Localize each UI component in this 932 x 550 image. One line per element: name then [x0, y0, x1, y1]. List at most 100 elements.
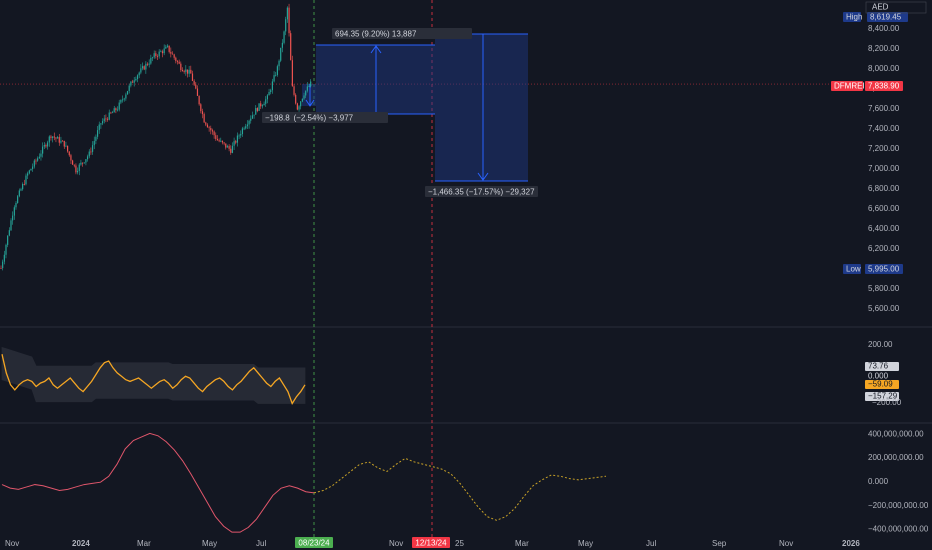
candle-body: [76, 170, 79, 173]
candle-body: [248, 120, 250, 125]
candle-body: [12, 215, 14, 221]
candle-body: [30, 168, 32, 171]
candle-body: [35, 160, 37, 162]
high-label: High: [846, 13, 862, 22]
candle-body: [146, 63, 149, 65]
candle-body: [103, 118, 105, 122]
candle-body: [300, 101, 302, 107]
candle-body: [108, 112, 110, 120]
time-axis-label: 2024: [72, 539, 90, 548]
candle-body: [116, 109, 119, 111]
candle-body: [213, 131, 215, 136]
candle-body: [3, 254, 5, 262]
candle-body: [181, 69, 184, 72]
candle-body: [120, 100, 122, 103]
candle-body: [55, 137, 57, 139]
candle-body: [20, 189, 22, 191]
candle-body: [270, 90, 272, 93]
time-axis-label: May: [578, 539, 593, 548]
candle-body: [136, 75, 139, 79]
candle-body: [240, 133, 242, 136]
candle-body: [290, 33, 292, 61]
date-tag-green-bg: [295, 537, 333, 548]
candle-body: [130, 81, 132, 86]
candle-body: [27, 173, 29, 176]
candle-body: [271, 81, 273, 91]
candle-body: [106, 118, 109, 120]
candle-body: [18, 190, 20, 197]
osc-axis-tag-bg: [865, 380, 899, 389]
candle-body: [278, 60, 280, 67]
candle-body: [57, 137, 59, 139]
candle-body: [188, 69, 190, 74]
measure-label-1: 694.35 (9.20%) 13,887: [335, 30, 417, 39]
candle-body: [158, 51, 160, 57]
price-axis-label: 7,000.00: [868, 164, 900, 173]
candle-body: [145, 63, 147, 70]
currency-label-bg: [869, 3, 925, 12]
candle-body: [100, 123, 102, 125]
candle-body: [121, 99, 124, 101]
symbol-tag: DFMREI: [834, 82, 865, 91]
candle-body: [95, 136, 97, 141]
candle-body: [98, 124, 100, 131]
candle-body: [301, 98, 303, 102]
candle-body: [111, 112, 114, 114]
measure-label-1-bg: [332, 28, 472, 39]
candle-body: [88, 151, 90, 157]
measure-label-2: −198.8 (−2.54%) −3,977: [265, 114, 354, 123]
time-axis-label: May: [202, 539, 217, 548]
candle-body: [133, 80, 135, 83]
time-axis-label: Nov: [5, 539, 19, 548]
candle-body: [110, 112, 112, 114]
candle-body: [48, 136, 50, 143]
candle-body: [50, 136, 52, 138]
candle-body: [47, 142, 49, 147]
low-label-bg: [843, 264, 861, 274]
candle-body: [67, 145, 69, 152]
candle-body: [295, 94, 297, 104]
price-axis-label: 6,400.00: [868, 224, 900, 233]
candle-body: [208, 127, 210, 129]
candle-body: [156, 55, 159, 57]
candle-body: [161, 51, 164, 54]
candle-body: [178, 61, 180, 64]
time-axis-label: Jul: [646, 539, 656, 548]
price-axis-label: 8,200.00: [868, 44, 900, 53]
time-axis-label: 2026: [842, 539, 860, 548]
last-price-tag-bg: [865, 81, 903, 91]
date-tag-red: 12/13/24: [415, 539, 447, 548]
candle-body: [40, 153, 42, 157]
candle-body: [10, 220, 12, 231]
candle-body: [228, 146, 230, 149]
candle-body: [60, 140, 62, 143]
osc-axis-tag: −59.09: [868, 380, 893, 389]
candle-body: [93, 140, 95, 146]
candle-body: [266, 95, 268, 100]
candle-body: [52, 136, 54, 138]
candle-body: [241, 128, 244, 134]
flow-axis-label: 0.000: [868, 477, 889, 486]
candle-body: [96, 130, 99, 137]
currency-box: [865, 1, 927, 14]
candle-body: [201, 111, 204, 115]
candle-body: [195, 84, 197, 89]
candle-body: [73, 164, 75, 166]
candle-body: [70, 155, 72, 161]
candle-body: [211, 130, 214, 132]
osc-axis-tag: 73.76: [868, 362, 889, 371]
candle-body: [225, 143, 227, 148]
candle-body: [288, 7, 290, 34]
candle-body: [285, 19, 287, 32]
flow-axis-label: −200,000,000.00: [868, 501, 929, 510]
candle-body: [38, 156, 40, 159]
candle-body: [186, 69, 189, 74]
candle-body: [13, 207, 15, 216]
time-axis-label: Mar: [515, 539, 529, 548]
candle-body: [101, 121, 104, 124]
candle-body: [165, 46, 167, 49]
price-axis-label: 6,800.00: [868, 184, 900, 193]
candle-body: [306, 86, 308, 91]
low-value: 5,995.00: [868, 265, 900, 274]
candle-body: [118, 102, 120, 110]
